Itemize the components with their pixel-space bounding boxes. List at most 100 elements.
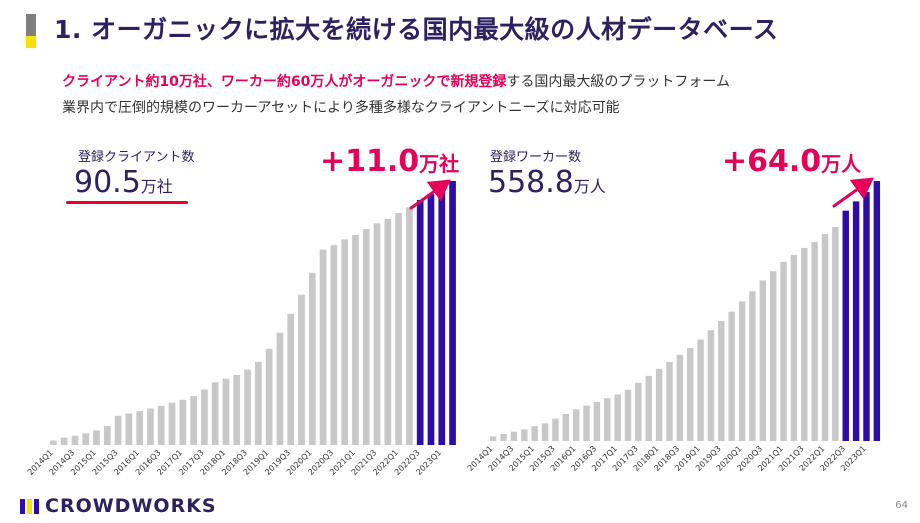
client-count-number: 90.5 <box>74 165 141 200</box>
worker-count-value: 558.8万人 <box>488 166 606 204</box>
worker-count-number: 558.8 <box>488 165 574 200</box>
worker-bar-2017Q2 <box>624 389 632 441</box>
client-bar-2015Q4 <box>125 413 133 445</box>
client-bar-2018Q3 <box>244 369 251 445</box>
client-bar-2017Q3 <box>201 389 208 445</box>
client-bar-2014Q4 <box>82 433 90 445</box>
worker-bar-2015Q4 <box>562 414 570 441</box>
client-bar-2019Q2 <box>276 332 284 445</box>
client-count-unit: 万社 <box>140 177 173 196</box>
client-bar-2017Q2 <box>190 395 197 445</box>
worker-count-label: 登録ワーカー数 <box>490 150 582 165</box>
worker-bar-2014Q3 <box>510 431 518 441</box>
client-bar-2021Q2 <box>362 229 370 445</box>
worker-bar-2019Q3 <box>718 320 725 441</box>
worker-bar-2017Q4 <box>645 375 652 441</box>
worker-bar-2018Q4 <box>687 347 694 441</box>
worker-bar-2023Q2 <box>873 181 881 441</box>
title-accent-gray <box>26 14 36 36</box>
client-bar-2016Q1 <box>136 411 144 445</box>
worker-bar-2018Q2 <box>666 361 673 441</box>
client-bar-2014Q3 <box>71 435 79 445</box>
client-bar-2015Q1 <box>93 430 100 445</box>
client-count-underline <box>66 201 188 204</box>
client-bar-2020Q2 <box>319 249 327 445</box>
worker-delta-number: +64.0 <box>722 144 822 179</box>
client-bar-2021Q3 <box>373 223 381 445</box>
title-accent-bar <box>26 14 36 48</box>
worker-bar-2021Q1 <box>780 261 787 441</box>
client-bar-2017Q4 <box>211 382 219 445</box>
subtitle-line-1: クライアント約10万社、ワーカー約60万人がオーガニックで新規登録する国内最大級… <box>62 72 730 92</box>
client-bar-chart: 2014Q12014Q32015Q12015Q32016Q12016Q32017… <box>26 181 456 477</box>
client-bar-2023Q1 <box>438 189 446 445</box>
worker-bar-2022Q1 <box>821 233 829 441</box>
client-bar-2018Q2 <box>233 374 241 445</box>
worker-bar-2016Q4 <box>604 398 611 441</box>
worker-growth-arrow <box>832 177 874 208</box>
worker-bar-2022Q2 <box>832 226 839 441</box>
client-bar-2019Q3 <box>287 313 295 445</box>
worker-bar-2015Q1 <box>531 426 538 441</box>
worker-bar-2016Q3 <box>593 401 601 441</box>
subtitle-highlight: クライアント約10万社、ワーカー約60万人がオーガニックで新規登録 <box>62 74 507 90</box>
client-delta-number: +11.0 <box>320 144 420 179</box>
worker-bar-2023Q1 <box>863 192 870 441</box>
worker-bar-2021Q3 <box>801 247 808 441</box>
worker-bar-2020Q2 <box>749 291 756 441</box>
client-delta-unit: 万社 <box>419 152 460 176</box>
title-accent-yellow <box>26 36 36 48</box>
logo-mark-icon <box>20 498 39 514</box>
client-delta: +11.0万社 <box>320 145 459 181</box>
client-bar-2022Q1 <box>395 213 402 445</box>
client-bar-2022Q4 <box>427 194 435 445</box>
client-bar-2022Q3 <box>416 199 424 445</box>
worker-bar-2022Q4 <box>852 201 860 441</box>
worker-bar-chart: 2014Q12014Q32015Q12015Q32016Q12016Q32017… <box>466 181 881 473</box>
client-growth-arrow <box>409 179 451 210</box>
worker-bar-2016Q1 <box>572 409 580 441</box>
client-bar-2015Q2 <box>103 426 111 445</box>
worker-bar-2014Q2 <box>500 434 507 441</box>
client-bar-2020Q4 <box>341 239 349 445</box>
worker-bar-2018Q3 <box>676 354 684 441</box>
worker-count-unit: 万人 <box>573 177 606 196</box>
crowdworks-logo: CROWDWORKS <box>20 495 217 517</box>
client-bar-2016Q3 <box>157 405 165 445</box>
subtitle-line-1-rest: する国内最大級のプラットフォーム <box>506 74 730 90</box>
worker-bar-2020Q3 <box>759 280 767 441</box>
client-bar-2020Q3 <box>330 245 338 445</box>
client-bar-2018Q4 <box>255 361 262 445</box>
client-bar-2014Q1 <box>50 440 57 445</box>
client-bar-2018Q1 <box>222 378 230 445</box>
client-bar-2022Q2 <box>406 207 413 445</box>
worker-delta: +64.0万人 <box>722 145 861 181</box>
worker-bar-2014Q1 <box>490 436 497 441</box>
worker-delta-unit: 万人 <box>821 152 862 176</box>
client-bar-2021Q4 <box>384 218 392 445</box>
worker-bar-2018Q1 <box>655 368 663 441</box>
client-bar-2016Q2 <box>147 408 154 445</box>
client-bar-2023Q2 <box>449 181 456 445</box>
worker-bar-2015Q2 <box>541 423 549 441</box>
worker-bar-2014Q4 <box>521 429 528 441</box>
worker-bar-2022Q3 <box>842 210 849 441</box>
client-count-label: 登録クライアント数 <box>78 150 195 165</box>
worker-bar-2015Q3 <box>552 418 559 441</box>
worker-bar-2017Q3 <box>635 382 642 441</box>
page-number: 64 <box>895 500 908 511</box>
worker-bar-2020Q4 <box>769 271 777 441</box>
worker-bar-2017Q1 <box>614 394 621 441</box>
worker-bar-2019Q2 <box>707 330 715 441</box>
client-bar-2019Q4 <box>298 294 305 445</box>
client-bar-2021Q1 <box>352 234 359 445</box>
worker-bar-2016Q2 <box>583 405 590 441</box>
page-title: 1. オーガニックに拡大を続ける国内最大級の人材データベース <box>54 15 779 44</box>
client-bar-2015Q3 <box>114 415 122 445</box>
worker-bar-2019Q1 <box>697 339 704 441</box>
client-bar-2017Q1 <box>179 399 187 445</box>
subtitle-line-2: 業界内で圧倒的規模のワーカーアセットにより多種多様なクライアントニーズに対応可能 <box>62 100 620 116</box>
worker-bar-2021Q4 <box>811 241 818 441</box>
worker-bar-2020Q1 <box>738 301 746 441</box>
